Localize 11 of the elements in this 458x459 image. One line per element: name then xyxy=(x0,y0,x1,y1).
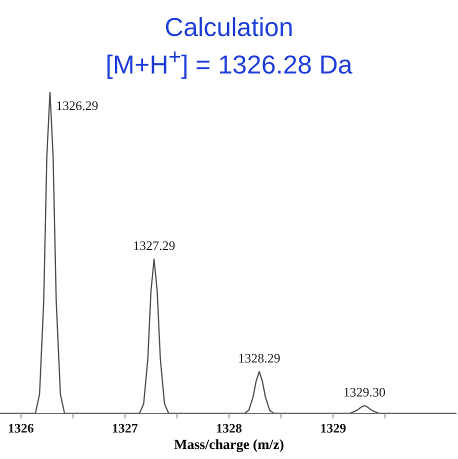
annotation: 1328.29 xyxy=(238,350,280,366)
x-tick-label: 1329 xyxy=(320,420,347,436)
x-tick-label: 1327 xyxy=(112,420,138,436)
annotation: 1329.30 xyxy=(343,384,386,400)
x-axis-title: Mass/charge (m/z) xyxy=(172,438,286,454)
x-tick-label: 1328 xyxy=(216,420,243,436)
chart-title: Calculation xyxy=(164,12,294,42)
chart-subtitle: [M+H$^{+}$] = 1326.28 Da xyxy=(104,43,354,80)
annotation: 1326.29 xyxy=(56,98,98,113)
annotation: 1327.29 xyxy=(132,238,176,254)
x-tick-label: 1326 xyxy=(8,420,34,436)
